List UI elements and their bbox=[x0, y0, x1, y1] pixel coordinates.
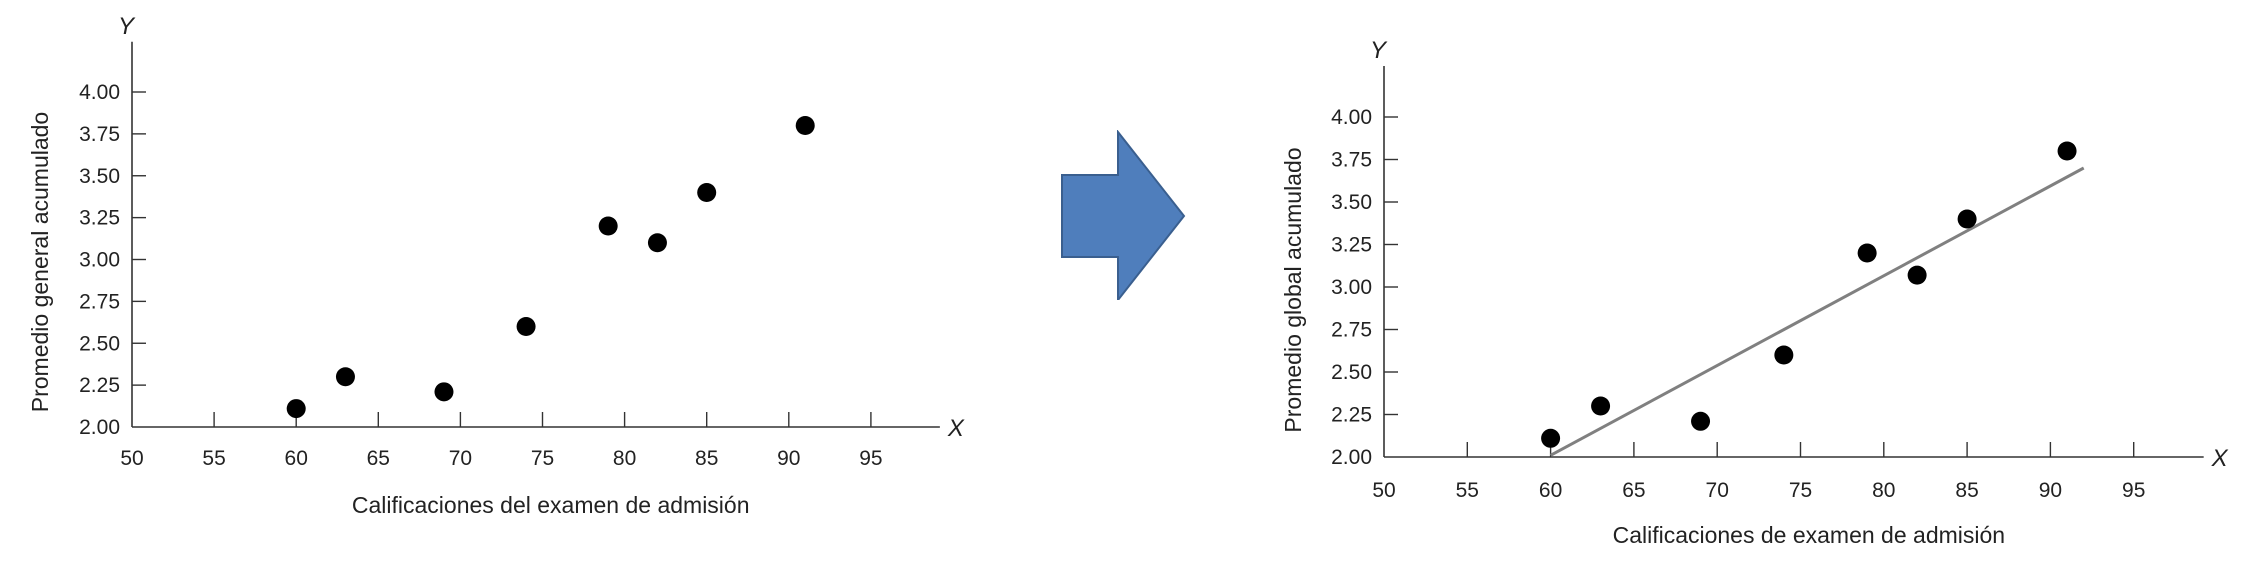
trend-line bbox=[1549, 166, 2085, 457]
scatter-chart-right: X Y 50 55 60 65 70 75 80 85 90 95 2.00 2.25 2.50 2.75 3.… bbox=[1280, 37, 2229, 548]
y-tick-label: 2.50 bbox=[79, 332, 120, 355]
y-tick-label: 2.00 bbox=[1331, 446, 1372, 469]
x-tick-label: 95 bbox=[2122, 479, 2145, 502]
y-tick-label: 3.75 bbox=[79, 123, 120, 146]
x-tick-label: 75 bbox=[531, 447, 554, 470]
data-point bbox=[286, 399, 306, 419]
y-tick-label: 2.25 bbox=[1331, 404, 1372, 427]
x-tick-label: 95 bbox=[859, 447, 882, 470]
x-tick-label: 65 bbox=[1622, 479, 1645, 502]
data-point bbox=[516, 317, 536, 336]
y-axis-title: Promedio general acumulado bbox=[27, 112, 53, 412]
x-tick-label: 65 bbox=[367, 447, 390, 470]
data-point bbox=[434, 382, 454, 402]
x-tick-label: 50 bbox=[120, 447, 143, 470]
x-tick-label: 60 bbox=[285, 447, 308, 470]
data-point bbox=[1691, 411, 1711, 431]
data-point bbox=[1957, 209, 1977, 229]
x-axis-title: Calificaciones del examen de admisión bbox=[352, 492, 750, 518]
y-tick-label: 4.00 bbox=[79, 81, 120, 104]
x-tick-label: 55 bbox=[1456, 479, 1479, 502]
x-axis-title: Calificaciones de examen de admisión bbox=[1613, 522, 2006, 548]
y-tick-label: 2.50 bbox=[1331, 361, 1372, 384]
data-point bbox=[697, 183, 717, 202]
y-axis-letter: Y bbox=[1370, 37, 1388, 64]
x-tick-label: 50 bbox=[1372, 479, 1395, 502]
arrow-shape bbox=[1061, 130, 1186, 300]
data-point bbox=[1591, 396, 1611, 416]
y-axis-title: Promedio global acumulado bbox=[1280, 147, 1306, 432]
data-point bbox=[1907, 265, 1927, 285]
scatter-chart-left: X Y 50 55 60 65 70 75 80 85 90 95 2.00 2.25 2.50 2.75 3.… bbox=[27, 13, 965, 518]
data-point bbox=[598, 216, 618, 236]
data-point bbox=[1857, 243, 1877, 263]
x-axis-letter: X bbox=[2211, 445, 2229, 472]
x-tick-label: 90 bbox=[777, 447, 800, 470]
x-tick-label: 85 bbox=[695, 447, 718, 470]
x-tick-label: 75 bbox=[1789, 479, 1812, 502]
right-arrow-icon bbox=[1061, 130, 1186, 300]
x-tick-label: 80 bbox=[1872, 479, 1895, 502]
x-tick-label: 70 bbox=[1706, 479, 1729, 502]
data-point bbox=[647, 233, 667, 253]
y-tick-label: 4.00 bbox=[1331, 106, 1372, 129]
y-tick-label: 3.00 bbox=[1331, 276, 1372, 299]
y-tick-label: 2.75 bbox=[1331, 319, 1372, 342]
y-tick-label: 2.75 bbox=[79, 290, 120, 313]
y-tick-label: 2.25 bbox=[79, 374, 120, 397]
y-axis-letter: Y bbox=[118, 13, 136, 40]
y-tick-label: 3.50 bbox=[79, 165, 120, 188]
y-tick-label: 3.50 bbox=[1331, 191, 1372, 214]
x-tick-label: 70 bbox=[449, 447, 472, 470]
data-point bbox=[2057, 141, 2077, 161]
y-tick-label: 2.00 bbox=[79, 416, 120, 439]
y-tick-label: 3.25 bbox=[79, 207, 120, 230]
y-tick-label: 3.75 bbox=[1331, 149, 1372, 172]
y-tick-label: 3.25 bbox=[1331, 234, 1372, 257]
y-tick-label: 3.00 bbox=[79, 249, 120, 272]
x-tick-label: 90 bbox=[2039, 479, 2062, 502]
data-point bbox=[335, 367, 355, 387]
x-tick-label: 85 bbox=[1955, 479, 1978, 502]
data-point bbox=[1541, 428, 1561, 448]
x-axis-letter: X bbox=[947, 415, 965, 442]
x-tick-label: 60 bbox=[1539, 479, 1562, 502]
x-tick-label: 55 bbox=[202, 447, 225, 470]
data-point bbox=[1774, 345, 1794, 365]
x-tick-label: 80 bbox=[613, 447, 636, 470]
data-point bbox=[795, 116, 815, 135]
